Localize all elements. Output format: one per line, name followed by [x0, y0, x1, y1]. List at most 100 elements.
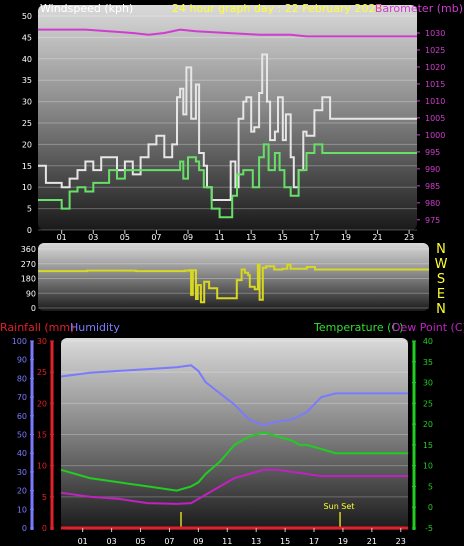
humidity-line — [60, 364, 408, 427]
hour-tick-label: 11 — [222, 537, 232, 546]
temp-tick-label: 15 — [423, 441, 433, 450]
humidity-tick-label: 0 — [22, 524, 27, 533]
direction-tick-label: 0 — [31, 304, 36, 313]
hour-tick-label: 19 — [338, 537, 348, 546]
barometer-tick-label: 995 — [425, 148, 440, 157]
barometer-tick-label: 1015 — [425, 80, 445, 89]
barometer-tick-label: 990 — [425, 165, 440, 174]
temp-plot-area — [61, 338, 408, 530]
hour-tick-label: 03 — [88, 233, 98, 242]
rain-tick-label: 20 — [37, 399, 47, 408]
windspeed-tick-label: 20 — [22, 140, 32, 149]
compass-label: N — [436, 302, 446, 317]
rain-tick-label: 10 — [37, 462, 47, 471]
barometer-tick-label: 1020 — [425, 63, 445, 72]
temperature-axis-title: Temperature (C) — [313, 321, 403, 334]
humidity-tick-label: 90 — [17, 356, 27, 365]
temp-series — [60, 364, 408, 530]
wind-series — [38, 28, 417, 219]
temp-tick-label: 40 — [423, 337, 433, 346]
rain-tick-label: 0 — [42, 524, 47, 533]
direction-tick-label: 180 — [21, 275, 36, 284]
hour-tick-label: 23 — [404, 233, 414, 242]
barometer-line — [38, 28, 417, 38]
direction-series — [38, 263, 429, 304]
sunset-label: Sun Set — [324, 502, 355, 511]
temp-hour-ticks: 01 03 05 07 09 11 13 15 17 19 21 23 — [78, 528, 406, 546]
temp-tick-label: 35 — [423, 358, 433, 367]
direction-grid — [38, 248, 429, 309]
temp-tick-label: 0 — [428, 503, 433, 512]
rain-axis-ticks: 0 5 10 15 20 25 30 — [37, 337, 54, 533]
rain-tick-label: 5 — [42, 493, 47, 502]
windspeed-tick-label: 35 — [22, 76, 32, 85]
gust-line — [38, 143, 417, 219]
hour-tick-label: 11 — [215, 233, 225, 242]
hour-tick-label: 21 — [367, 537, 377, 546]
windspeed-axis-title: Windspeed (kph) — [40, 2, 133, 15]
windspeed-tick-label: 5 — [27, 205, 32, 214]
humidity-tick-label: 80 — [17, 374, 27, 383]
rainfall-axis-title: Rainfall (mm) — [0, 321, 74, 334]
hour-tick-label: 09 — [183, 233, 193, 242]
barometer-tick-label: 980 — [425, 199, 440, 208]
humidity-tick-label: 100 — [12, 337, 27, 346]
barometer-tick-label: 975 — [425, 216, 440, 225]
hour-tick-label: 15 — [278, 233, 288, 242]
windspeed-axis-ticks: 0 5 10 15 20 25 30 35 40 45 50 — [22, 12, 32, 235]
hour-tick-label: 17 — [309, 537, 319, 546]
hour-tick-label: 15 — [280, 537, 290, 546]
windspeed-tick-label: 40 — [22, 55, 32, 64]
direction-tick-label: 270 — [21, 260, 36, 269]
temperature-line — [60, 431, 408, 492]
compass-label: W — [435, 257, 448, 272]
hour-tick-label: 03 — [107, 537, 117, 546]
temp-tick-label: 30 — [423, 379, 433, 388]
compass-label: E — [437, 287, 445, 302]
direction-tick-label: 90 — [26, 289, 36, 298]
barometer-tick-label: 1030 — [425, 29, 445, 38]
header-title: 24 hour graph day : 22 February 2026 — [172, 2, 383, 15]
barometer-tick-label: 1025 — [425, 46, 445, 55]
rain-tick-label: 30 — [37, 337, 47, 346]
hour-tick-label: 01 — [57, 233, 67, 242]
windspeed-tick-label: 30 — [22, 98, 32, 107]
rain-tick-label: 15 — [37, 431, 47, 440]
windspeed-tick-label: 15 — [22, 162, 32, 171]
hour-tick-label: 17 — [309, 233, 319, 242]
rain-tick-label: 25 — [37, 368, 47, 377]
windspeed-tick-label: 10 — [22, 183, 32, 192]
hour-tick-label: 05 — [120, 233, 130, 242]
humidity-tick-label: 70 — [17, 393, 27, 402]
windspeed-tick-label: 25 — [22, 119, 32, 128]
direction-axis-ticks: 0 90 180 270 360 — [21, 245, 36, 313]
hour-tick-label: 05 — [135, 537, 145, 546]
wind-hour-ticks: 01 03 05 07 09 11 13 15 17 19 21 23 — [57, 230, 414, 242]
temp-tick-label: 20 — [423, 420, 433, 429]
hour-tick-label: 07 — [164, 537, 174, 546]
temp-tick-label: 5 — [428, 482, 433, 491]
barometer-axis-ticks: 975 980 985 990 995 1000 1005 1010 1015 1020 1025 1… — [417, 29, 445, 225]
hour-tick-label: 01 — [78, 537, 88, 546]
humidity-tick-label: 60 — [17, 412, 27, 421]
humidity-tick-label: 40 — [17, 449, 27, 458]
direction-plot-area — [38, 243, 429, 311]
humidity-tick-label: 20 — [17, 487, 27, 496]
humidity-tick-label: 10 — [17, 505, 27, 514]
hour-tick-label: 19 — [341, 233, 351, 242]
dewpoint-axis-title: Dew Point (C) — [392, 321, 464, 334]
hour-tick-label: 13 — [251, 537, 261, 546]
temp-tick-label: 25 — [423, 399, 433, 408]
barometer-tick-label: 1010 — [425, 97, 445, 106]
hour-tick-label: 13 — [246, 233, 256, 242]
hour-tick-label: 21 — [372, 233, 382, 242]
direction-line — [38, 263, 429, 304]
windspeed-tick-label: 50 — [22, 12, 32, 21]
barometer-tick-label: 1000 — [425, 131, 445, 140]
direction-tick-label: 360 — [21, 245, 36, 254]
barometer-tick-label: 985 — [425, 182, 440, 191]
